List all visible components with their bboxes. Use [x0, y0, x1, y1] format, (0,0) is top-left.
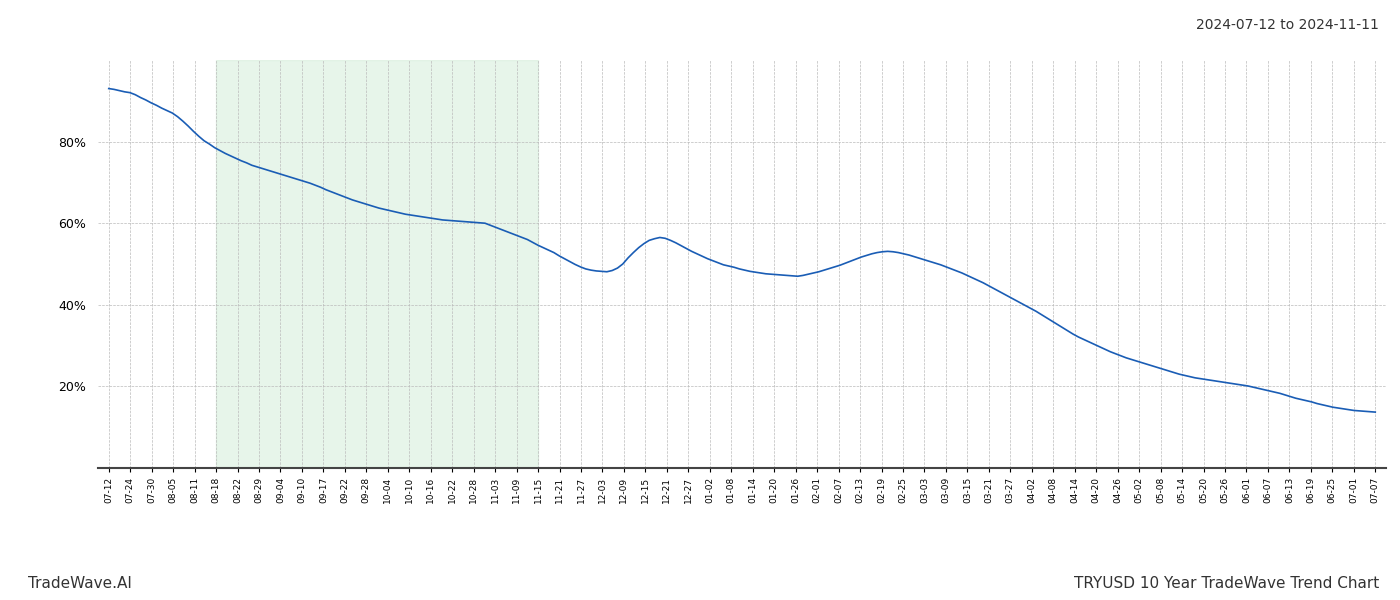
Text: TradeWave.AI: TradeWave.AI: [28, 576, 132, 591]
Text: 2024-07-12 to 2024-11-11: 2024-07-12 to 2024-11-11: [1196, 18, 1379, 32]
Bar: [216, 60, 538, 468]
Text: TRYUSD 10 Year TradeWave Trend Chart: TRYUSD 10 Year TradeWave Trend Chart: [1074, 576, 1379, 591]
